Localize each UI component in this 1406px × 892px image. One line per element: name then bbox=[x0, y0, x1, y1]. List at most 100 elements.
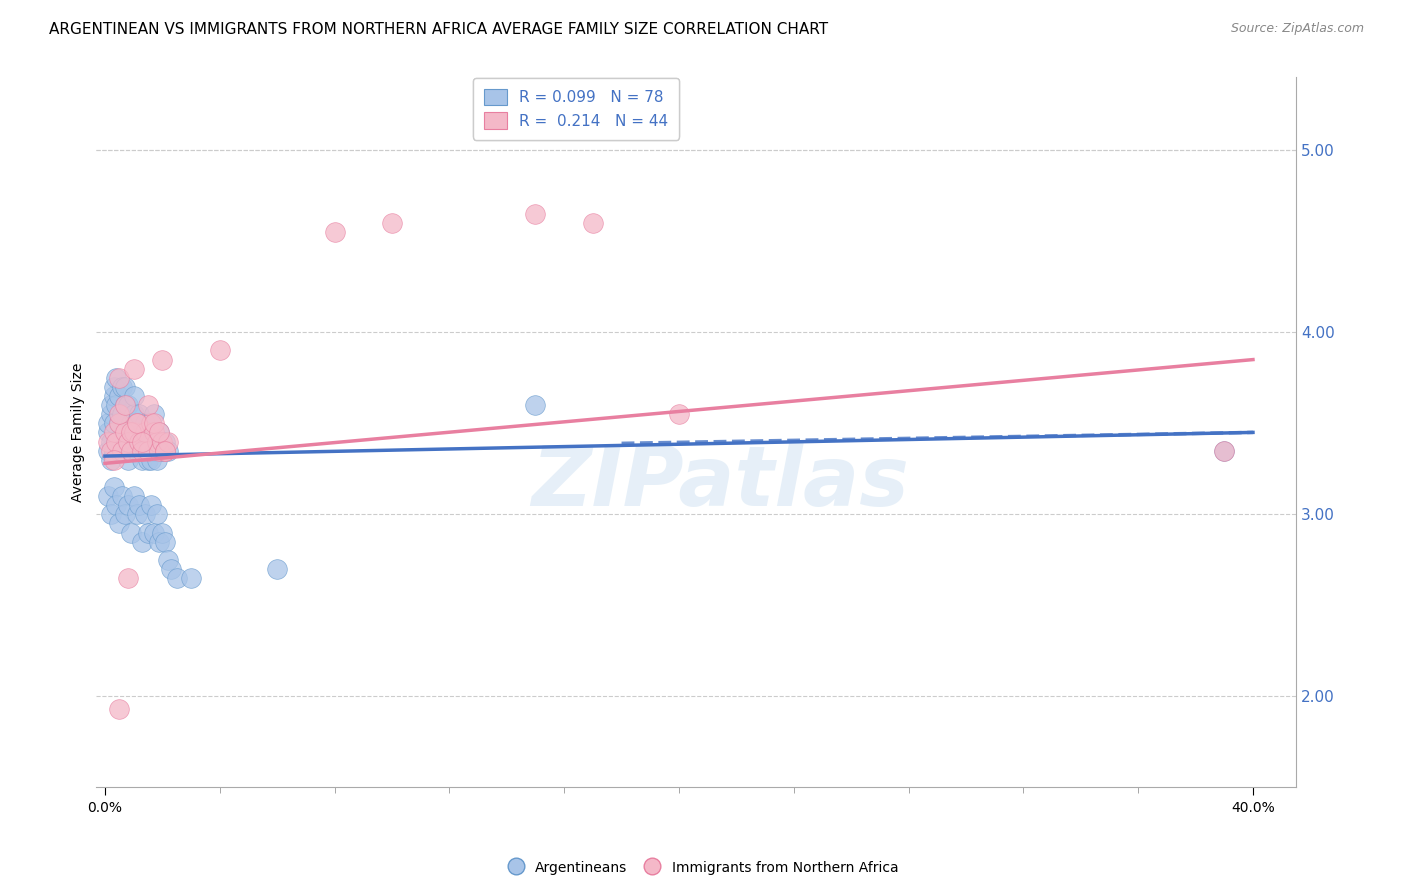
Point bbox=[125, 443, 148, 458]
Point bbox=[111, 443, 134, 458]
Point bbox=[125, 417, 148, 431]
Point bbox=[100, 443, 122, 458]
Point bbox=[131, 443, 153, 458]
Point bbox=[136, 525, 159, 540]
Legend: R = 0.099   N = 78, R =  0.214   N = 44: R = 0.099 N = 78, R = 0.214 N = 44 bbox=[474, 78, 679, 139]
Point bbox=[100, 407, 122, 421]
Point bbox=[128, 498, 150, 512]
Point bbox=[142, 525, 165, 540]
Point bbox=[108, 417, 131, 431]
Point bbox=[111, 434, 134, 449]
Text: ZIPatlas: ZIPatlas bbox=[531, 442, 910, 523]
Point bbox=[131, 534, 153, 549]
Point bbox=[131, 434, 153, 449]
Point bbox=[120, 443, 142, 458]
Point bbox=[148, 425, 170, 440]
Point bbox=[145, 452, 167, 467]
Point bbox=[134, 508, 156, 522]
Point bbox=[111, 489, 134, 503]
Point bbox=[114, 398, 136, 412]
Point bbox=[120, 525, 142, 540]
Point bbox=[97, 425, 120, 440]
Point bbox=[150, 443, 173, 458]
Point bbox=[139, 417, 162, 431]
Point bbox=[108, 417, 131, 431]
Point bbox=[155, 443, 177, 458]
Point bbox=[145, 434, 167, 449]
Point bbox=[103, 452, 125, 467]
Point bbox=[120, 425, 142, 440]
Point bbox=[134, 417, 156, 431]
Point bbox=[157, 434, 180, 449]
Point bbox=[142, 407, 165, 421]
Point bbox=[111, 407, 134, 421]
Point bbox=[180, 571, 202, 585]
Point bbox=[100, 508, 122, 522]
Point bbox=[148, 443, 170, 458]
Point bbox=[150, 434, 173, 449]
Point bbox=[105, 434, 128, 449]
Point bbox=[136, 443, 159, 458]
Point bbox=[122, 434, 145, 449]
Point bbox=[122, 389, 145, 403]
Point bbox=[134, 425, 156, 440]
Point bbox=[108, 371, 131, 385]
Point bbox=[117, 425, 139, 440]
Point bbox=[100, 398, 122, 412]
Point bbox=[97, 434, 120, 449]
Point bbox=[142, 417, 165, 431]
Point bbox=[148, 425, 170, 440]
Point bbox=[157, 553, 180, 567]
Text: ARGENTINEAN VS IMMIGRANTS FROM NORTHERN AFRICA AVERAGE FAMILY SIZE CORRELATION C: ARGENTINEAN VS IMMIGRANTS FROM NORTHERN … bbox=[49, 22, 828, 37]
Point bbox=[125, 417, 148, 431]
Point bbox=[160, 562, 183, 576]
Point bbox=[145, 508, 167, 522]
Point bbox=[134, 443, 156, 458]
Point bbox=[105, 434, 128, 449]
Point bbox=[142, 443, 165, 458]
Point bbox=[122, 425, 145, 440]
Point bbox=[100, 452, 122, 467]
Point bbox=[136, 452, 159, 467]
Point bbox=[155, 434, 177, 449]
Point bbox=[105, 498, 128, 512]
Point bbox=[139, 452, 162, 467]
Point bbox=[524, 398, 547, 412]
Point bbox=[105, 371, 128, 385]
Point bbox=[155, 443, 177, 458]
Point bbox=[125, 417, 148, 431]
Point bbox=[108, 407, 131, 421]
Point bbox=[117, 498, 139, 512]
Point bbox=[117, 571, 139, 585]
Point bbox=[266, 562, 288, 576]
Point bbox=[128, 434, 150, 449]
Point bbox=[120, 443, 142, 458]
Point bbox=[108, 443, 131, 458]
Point bbox=[139, 417, 162, 431]
Point bbox=[122, 361, 145, 376]
Point bbox=[524, 207, 547, 221]
Point bbox=[668, 407, 690, 421]
Point bbox=[323, 225, 346, 239]
Point bbox=[122, 489, 145, 503]
Point bbox=[381, 216, 404, 230]
Point bbox=[105, 398, 128, 412]
Point bbox=[150, 352, 173, 367]
Point bbox=[114, 425, 136, 440]
Point bbox=[208, 343, 231, 358]
Point bbox=[122, 407, 145, 421]
Point bbox=[103, 480, 125, 494]
Point bbox=[108, 389, 131, 403]
Point bbox=[117, 452, 139, 467]
Point bbox=[103, 425, 125, 440]
Point bbox=[131, 425, 153, 440]
Point bbox=[148, 534, 170, 549]
Point bbox=[142, 425, 165, 440]
Point bbox=[103, 443, 125, 458]
Text: Source: ZipAtlas.com: Source: ZipAtlas.com bbox=[1230, 22, 1364, 36]
Point bbox=[103, 417, 125, 431]
Point bbox=[117, 398, 139, 412]
Point bbox=[1213, 443, 1236, 458]
Point bbox=[108, 702, 131, 716]
Point bbox=[136, 425, 159, 440]
